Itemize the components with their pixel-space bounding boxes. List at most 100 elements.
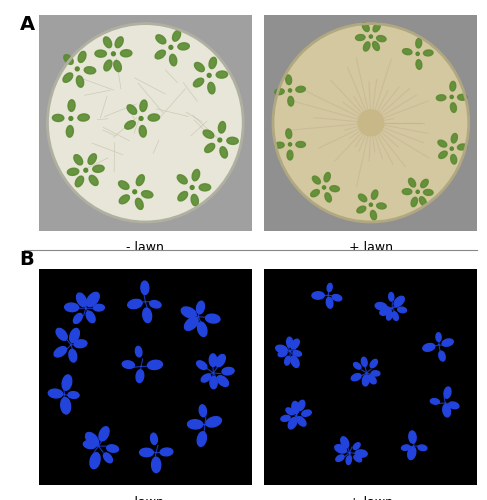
Ellipse shape [418,445,427,450]
Ellipse shape [209,354,217,366]
Ellipse shape [436,332,441,342]
Ellipse shape [217,376,228,386]
Ellipse shape [181,307,196,318]
Circle shape [358,110,384,136]
Ellipse shape [136,174,144,186]
Ellipse shape [357,206,366,213]
Ellipse shape [187,420,203,429]
Circle shape [112,52,115,56]
Ellipse shape [151,457,161,472]
Ellipse shape [218,122,225,133]
Ellipse shape [178,192,187,201]
Ellipse shape [371,210,376,220]
Ellipse shape [56,328,67,340]
Ellipse shape [275,88,284,94]
Ellipse shape [287,337,293,347]
Ellipse shape [177,174,187,184]
Ellipse shape [65,303,79,312]
Ellipse shape [203,130,214,138]
Ellipse shape [62,375,72,390]
Ellipse shape [66,126,74,137]
Ellipse shape [83,440,96,448]
Text: B: B [19,250,34,269]
Ellipse shape [197,361,207,370]
Ellipse shape [387,312,393,320]
Ellipse shape [74,154,83,165]
Ellipse shape [336,455,344,462]
Ellipse shape [84,66,95,74]
Circle shape [169,46,173,50]
Text: + lawn: + lawn [349,242,393,254]
Ellipse shape [370,360,377,368]
Ellipse shape [67,168,79,175]
Ellipse shape [103,453,112,463]
Ellipse shape [312,176,320,184]
Ellipse shape [380,308,391,316]
Ellipse shape [78,114,89,121]
Ellipse shape [353,442,360,450]
Ellipse shape [375,302,387,310]
Ellipse shape [436,95,446,100]
Ellipse shape [442,339,453,346]
Ellipse shape [286,75,292,85]
Ellipse shape [78,52,86,62]
Ellipse shape [194,62,205,72]
Ellipse shape [169,54,177,66]
Ellipse shape [104,60,112,71]
Circle shape [450,147,453,150]
Ellipse shape [143,308,151,322]
Ellipse shape [393,312,398,320]
Ellipse shape [118,181,129,190]
Ellipse shape [199,405,206,417]
Ellipse shape [286,129,292,138]
Ellipse shape [450,82,456,91]
Ellipse shape [398,307,407,312]
Circle shape [369,203,373,206]
Ellipse shape [291,339,300,349]
Ellipse shape [458,94,467,100]
Ellipse shape [439,351,445,361]
Ellipse shape [191,194,198,206]
Ellipse shape [197,432,206,446]
Ellipse shape [371,370,380,376]
Ellipse shape [439,151,447,158]
Ellipse shape [288,418,297,429]
Ellipse shape [201,374,210,382]
Ellipse shape [443,404,450,417]
Ellipse shape [68,392,79,398]
Ellipse shape [216,71,227,78]
Ellipse shape [327,284,332,292]
Ellipse shape [136,370,144,382]
Ellipse shape [424,190,433,196]
Ellipse shape [409,431,416,443]
Ellipse shape [148,114,160,121]
Circle shape [322,186,326,189]
Ellipse shape [373,42,379,50]
Ellipse shape [125,120,135,129]
Text: - lawn: - lawn [127,242,164,254]
Ellipse shape [457,144,467,150]
Ellipse shape [148,360,163,370]
Ellipse shape [69,350,77,362]
Ellipse shape [419,196,426,205]
Ellipse shape [356,34,365,40]
Ellipse shape [99,426,109,441]
Ellipse shape [63,73,73,83]
Circle shape [273,24,469,222]
Ellipse shape [75,176,84,187]
Ellipse shape [408,447,416,460]
Ellipse shape [287,150,293,160]
Ellipse shape [297,417,306,426]
Ellipse shape [372,190,378,200]
Ellipse shape [401,445,410,450]
Ellipse shape [142,190,153,198]
Ellipse shape [198,322,207,336]
Circle shape [69,116,73,120]
Ellipse shape [450,154,457,164]
Ellipse shape [141,281,149,294]
Ellipse shape [114,60,121,72]
Ellipse shape [220,146,227,158]
Ellipse shape [127,105,137,115]
Ellipse shape [278,351,287,356]
Ellipse shape [76,76,84,88]
